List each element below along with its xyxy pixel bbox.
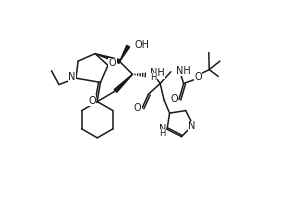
Text: H: H: [159, 129, 166, 138]
Text: N: N: [159, 124, 166, 134]
Text: N: N: [188, 121, 196, 131]
Text: H: H: [150, 73, 156, 82]
Text: NH: NH: [175, 66, 190, 76]
Text: O: O: [134, 103, 141, 113]
Text: O: O: [170, 94, 178, 105]
Text: N: N: [68, 72, 75, 82]
Text: NH: NH: [150, 68, 165, 78]
Polygon shape: [114, 74, 133, 92]
Polygon shape: [120, 45, 130, 62]
Polygon shape: [95, 54, 120, 63]
Text: OH: OH: [134, 40, 149, 50]
Text: O: O: [109, 58, 116, 68]
Text: O: O: [88, 95, 96, 106]
Text: O: O: [194, 72, 202, 82]
